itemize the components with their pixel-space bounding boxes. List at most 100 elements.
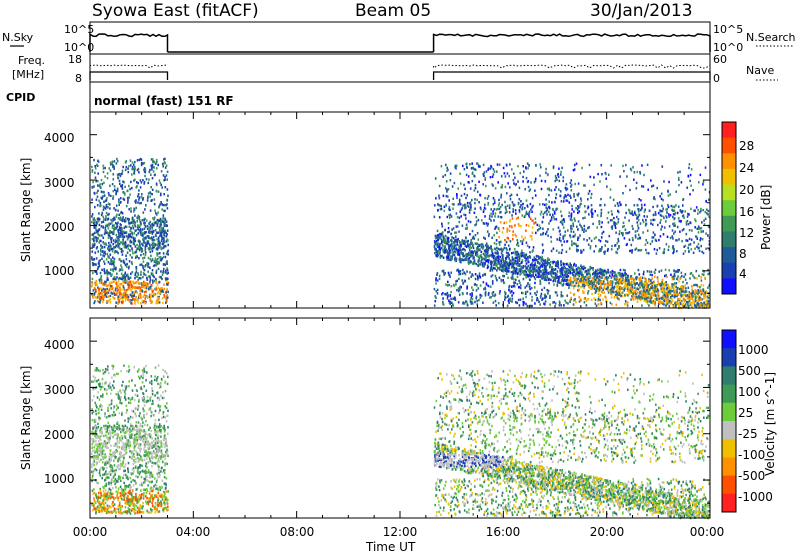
data-cell [479,263,481,266]
data-cell [581,228,584,232]
data-cell [610,292,613,296]
data-cell [465,245,468,248]
data-cell [107,213,109,217]
data-cell [550,249,553,253]
data-cell [657,293,659,296]
data-cell [518,256,521,259]
data-cell [118,217,121,221]
data-cell [565,183,568,186]
nave-tick-top: 60 [713,53,727,66]
data-cell [621,294,623,298]
data-cell [156,254,159,257]
data-cell [571,240,573,243]
data-cell [677,275,679,278]
data-cell [524,265,527,268]
data-cell [97,184,99,187]
data-cell [101,268,103,272]
data-cell [478,180,480,183]
data-cell [465,217,467,220]
data-cell [93,257,96,261]
data-cell [630,212,632,215]
data-cell [505,267,507,270]
data-cell [578,274,580,277]
data-cell [653,218,656,222]
data-cell [100,253,102,256]
data-cell [145,244,148,248]
data-cell [583,301,586,304]
data-cell [632,227,634,230]
data-cell [548,281,550,285]
data-cell [636,229,639,233]
data-cell [166,229,169,232]
data-cell [167,239,169,242]
data-cell [455,244,457,247]
data-cell [141,219,143,222]
data-cell [458,216,461,219]
data-cell [153,221,155,225]
data-cell [468,245,471,249]
data-cell [598,238,600,242]
data-cell [455,235,457,238]
data-cell [101,257,103,260]
data-cell [499,205,502,209]
data-cell [162,290,164,293]
data-cell [109,161,112,164]
data-cell [534,281,536,285]
data-cell [575,272,578,276]
data-cell [580,264,582,267]
data-cell [165,271,167,274]
data-cell [554,272,556,275]
data-cell [140,230,143,233]
data-cell [134,200,136,203]
data-cell [591,292,593,296]
data-cell [533,181,536,184]
data-cell [126,274,128,277]
data-cell [677,171,679,174]
data-cell [450,239,452,242]
data-cell [624,269,626,272]
data-cell [616,248,619,251]
data-cell [573,269,576,272]
data-cell [635,181,638,184]
data-cell [97,189,99,193]
data-cell [689,272,692,275]
data-cell [105,229,107,233]
data-cell [158,301,161,304]
data-cell [135,266,138,269]
data-cell [607,221,610,224]
data-cell [119,235,121,238]
data-cell [634,286,636,289]
data-cell [503,262,506,265]
data-cell [474,277,477,281]
data-cell [482,252,485,256]
data-cell [531,250,533,253]
data-cell [509,240,512,243]
data-cell [524,286,526,289]
data-cell [149,168,151,172]
data-cell [436,250,439,253]
data-cell [520,204,522,207]
data-cell [484,176,487,180]
data-cell [525,276,527,279]
data-cell [138,196,141,199]
data-cell [519,240,522,243]
data-cell [451,256,453,259]
data-cell [144,245,147,248]
data-cell [525,213,527,216]
data-cell [121,212,124,215]
data-cell [619,278,621,281]
data-cell [561,294,564,298]
data-cell [699,173,702,177]
data-cell [698,274,700,277]
data-cell [461,207,464,210]
data-cell [572,224,574,227]
data-cell [625,203,627,207]
data-cell [116,236,118,239]
data-cell [444,229,446,232]
data-cell [103,206,106,209]
data-cell [491,252,494,255]
data-cell [446,240,449,244]
data-cell [105,211,108,215]
data-cell [477,162,479,165]
data-cell [497,215,500,218]
